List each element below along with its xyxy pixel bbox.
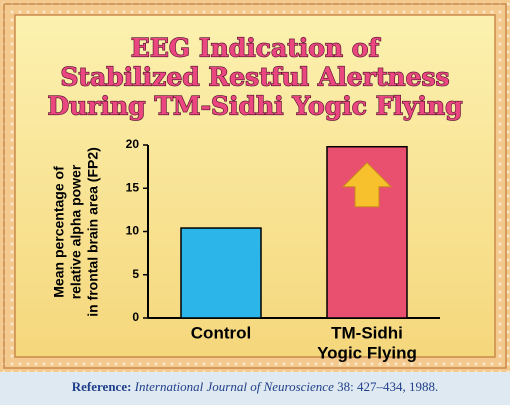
x-tick-label: TM-Sidhi (331, 323, 403, 342)
y-tick-label: 0 (132, 310, 139, 324)
y-tick-label: 5 (132, 267, 139, 281)
reference-label: Reference: (72, 379, 132, 394)
chart-title: During TM-Sidhi Yogic Flying (47, 92, 462, 121)
y-axis-label-line: relative alpha power (68, 164, 84, 299)
arrow-icon (341, 162, 393, 208)
y-axis-label-line: Mean percentage of (51, 166, 67, 298)
y-tick-label: 20 (126, 137, 140, 151)
y-axis-label-line: in frontal brain area (FP2) (85, 147, 101, 317)
reference: Reference: International Journal of Neur… (72, 379, 438, 394)
y-axis-label: Mean percentage of relative alpha power … (51, 147, 101, 317)
reference-details: 38: 427–434, 1988. (334, 379, 438, 394)
x-tick-label: Control (191, 323, 251, 342)
reference-journal: International Journal of Neuroscience (134, 379, 334, 394)
x-tick-label: Yogic Flying (317, 343, 417, 362)
chart-title: Stabilized Restful Alertness (60, 63, 449, 92)
chart-title: EEG Indication of (131, 34, 382, 63)
bar (180, 227, 262, 319)
frame-border (3, 3, 507, 369)
y-tick-label: 15 (126, 180, 140, 194)
y-tick-label: 10 (126, 224, 140, 238)
